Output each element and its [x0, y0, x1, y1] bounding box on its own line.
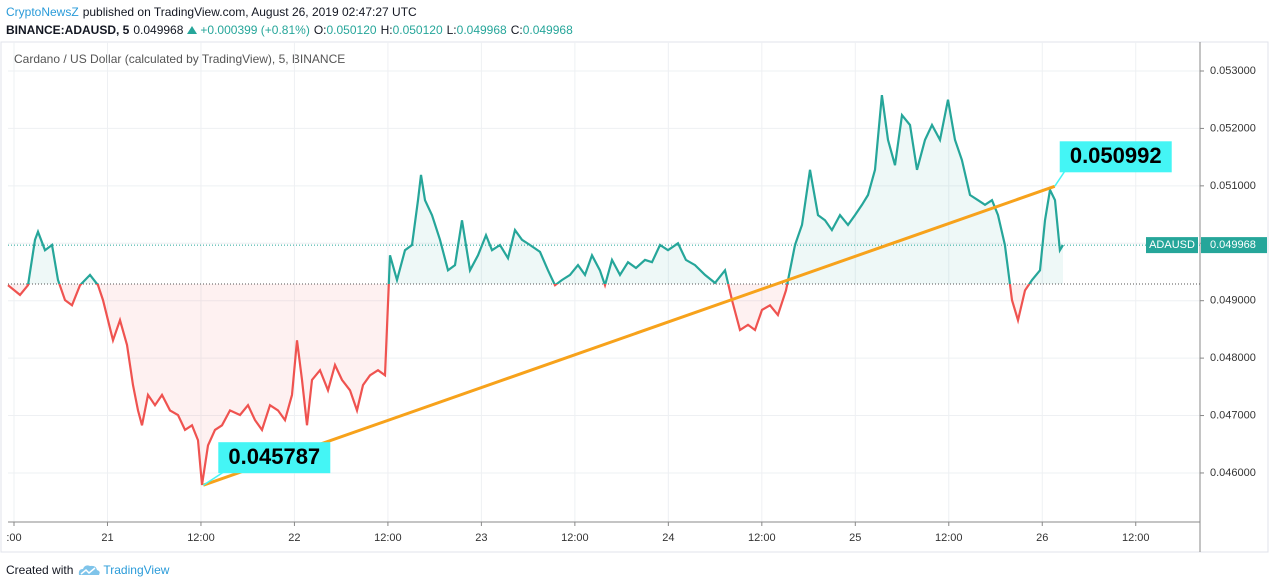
- area: [8, 95, 1063, 485]
- author[interactable]: CryptoNewsZ: [6, 5, 79, 19]
- y-tick-label: 0.048000: [1210, 352, 1256, 364]
- last-price-name: ADAUSD: [1149, 239, 1195, 251]
- callout-connector: [202, 471, 224, 486]
- y-tick-label: 0.047000: [1210, 409, 1256, 421]
- x-tick-label: 25: [849, 532, 861, 544]
- x-tick-label: 21: [101, 532, 113, 544]
- ohlc-label: C:: [510, 23, 523, 37]
- ohlc: O:0.050120 H:0.050120 L:0.049968 C:0.049968: [314, 23, 577, 37]
- callout-label: 0.045787: [228, 444, 320, 469]
- change: +0.000399 (+0.81%): [200, 23, 310, 37]
- published: published on TradingView.com, August 26,…: [82, 5, 417, 19]
- x-tick-label: 12:00: [1122, 532, 1150, 544]
- ohlc-label: O:: [313, 23, 327, 37]
- x-tick-label: 12:00: [748, 532, 776, 544]
- callout-box: [218, 442, 331, 474]
- last-price-box: [1201, 237, 1267, 254]
- frame: [0, 41, 1269, 553]
- created: Created with: [6, 563, 74, 577]
- ohlc-value: 0.049968: [456, 23, 507, 37]
- up-arrow: [187, 26, 198, 34]
- last: 0.049968: [133, 23, 184, 37]
- chart-title: Cardano / US Dollar (calculated by Tradi…: [14, 52, 345, 66]
- y-tick-label: 0.051000: [1210, 180, 1256, 192]
- y-tick-label: 0.053000: [1210, 65, 1256, 77]
- symbol: BINANCE:ADAUSD, 5: [6, 23, 130, 37]
- last-price-label: 0.049968: [1210, 239, 1256, 251]
- x-tick-label: 22: [288, 532, 300, 544]
- ohlc-label: H:: [380, 23, 393, 37]
- header-line: CryptoNewsZ published on TradingView.com,…: [6, 5, 421, 19]
- ohlc-label: L:: [446, 23, 457, 37]
- symbol-line: BINANCE:ADAUSD, 5 0.049968 +0.000399 (+0.8…: [6, 23, 581, 37]
- ohlc-value: 0.049968: [522, 23, 573, 37]
- ohlc-value: 0.050120: [326, 23, 377, 37]
- x-tick-label: 12:00: [187, 532, 215, 544]
- x-tick-label: :00: [6, 532, 21, 544]
- callout-connector: [1054, 170, 1066, 187]
- x-tick-label: 12:00: [935, 532, 963, 544]
- x-tick-label: 23: [475, 532, 487, 544]
- price-line: [7, 94, 1064, 486]
- y-tick-label: 0.049000: [1210, 295, 1256, 307]
- x-tick-label: 24: [662, 532, 674, 544]
- y-tick-label: 0.052000: [1210, 122, 1256, 134]
- logo[interactable]: [77, 563, 101, 577]
- trendline: [202, 184, 1056, 487]
- x-tick-label: 12:00: [374, 532, 402, 544]
- last-price-name-box: [1146, 237, 1198, 254]
- footer: Created with TradingView: [6, 563, 169, 577]
- callout-label: 0.050992: [1070, 143, 1162, 168]
- callout-box: [1059, 141, 1172, 173]
- y-tick-label: 0.046000: [1210, 467, 1256, 479]
- x-tick-label: 26: [1036, 532, 1048, 544]
- ohlc-value: 0.050120: [392, 23, 443, 37]
- x-tick-label: 12:00: [561, 532, 589, 544]
- brand[interactable]: TradingView: [103, 563, 170, 577]
